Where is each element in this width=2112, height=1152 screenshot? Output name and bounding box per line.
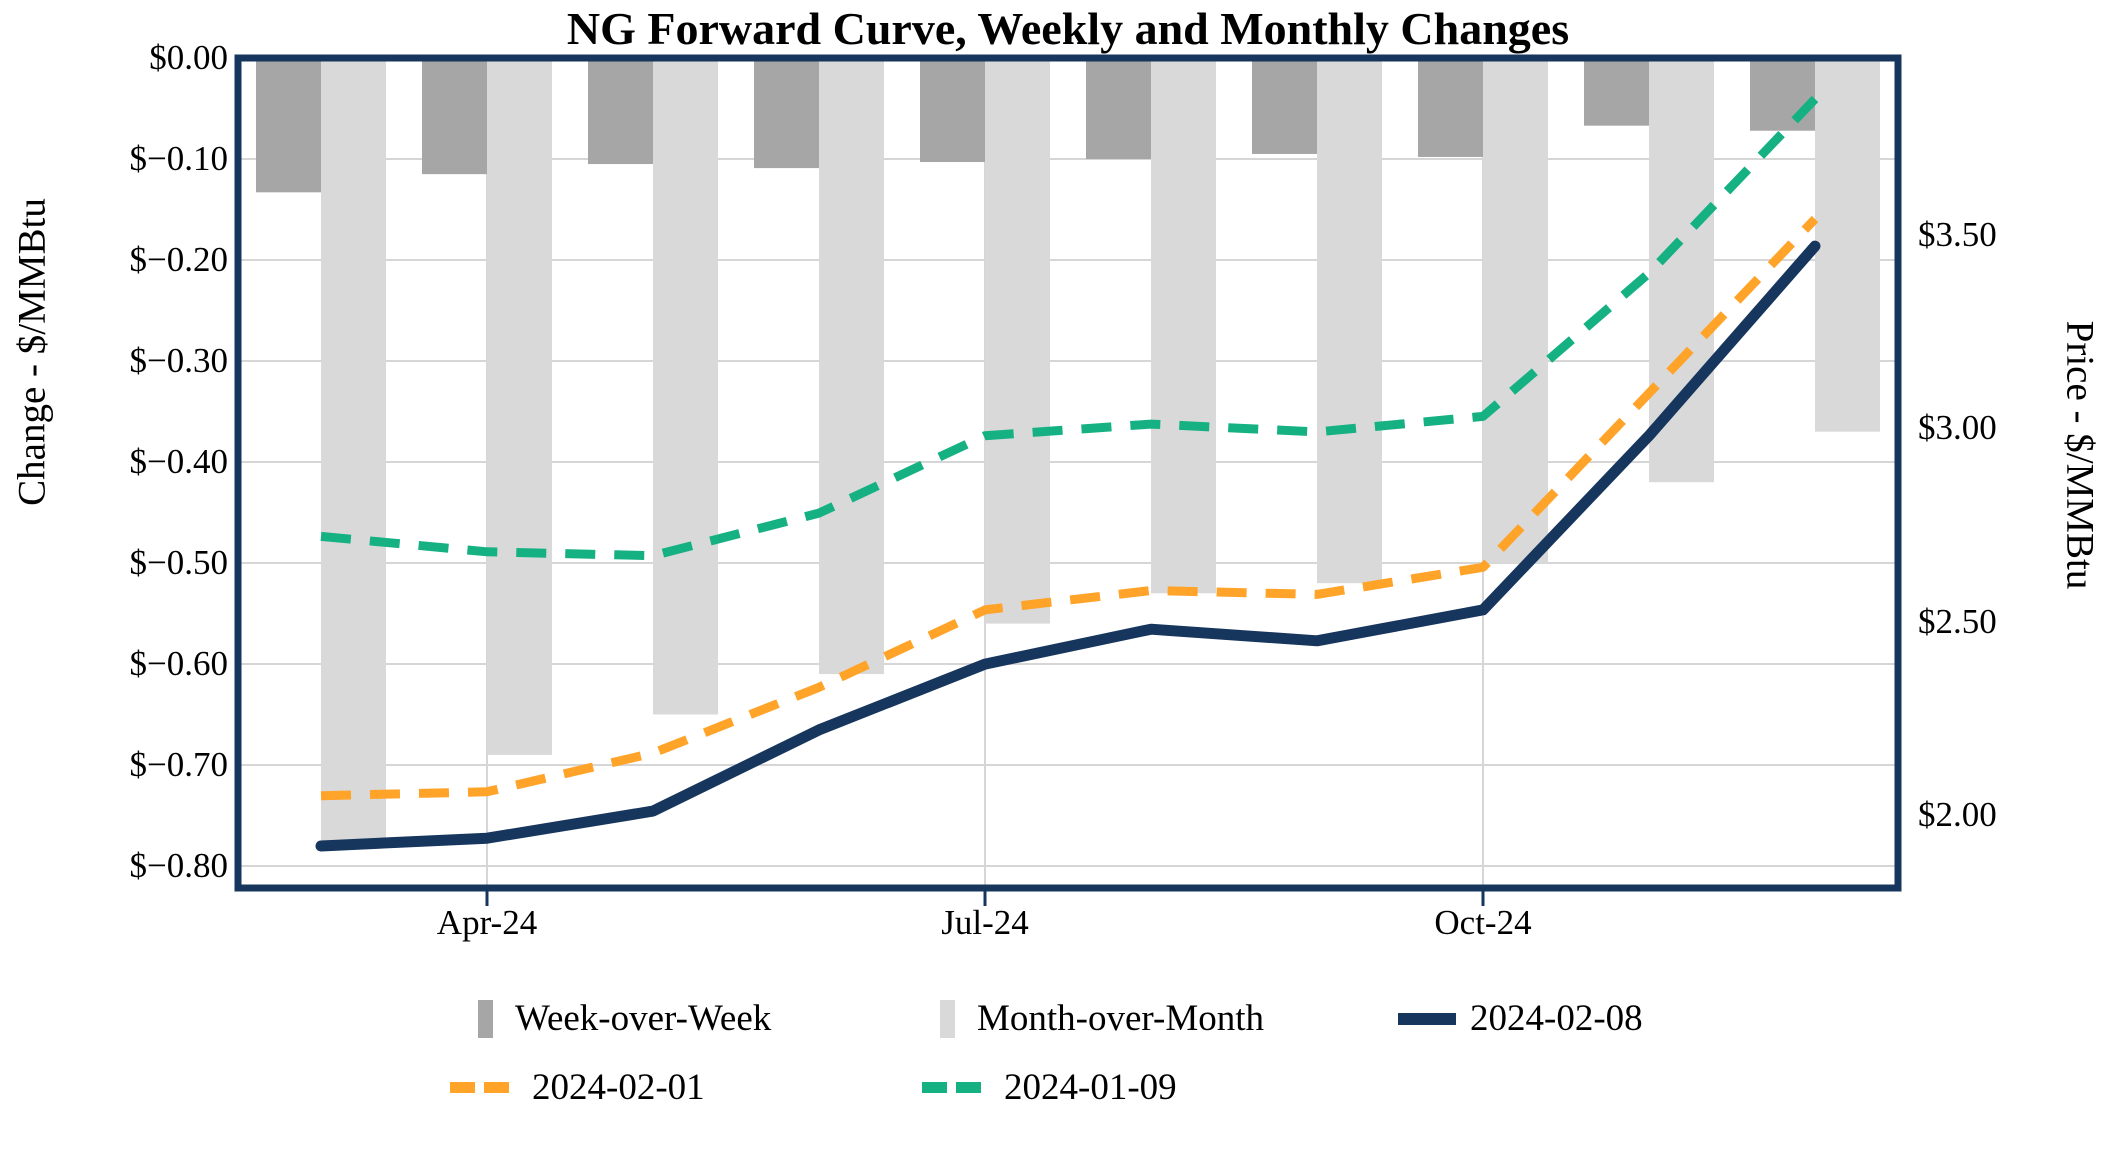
price-line-2024-02-08 xyxy=(315,240,1821,852)
week-over-week-bar xyxy=(754,58,819,169)
left-axis-tick-label: $−0.70 xyxy=(129,745,229,784)
right-axis-tick-label: $3.50 xyxy=(1918,214,1997,254)
left-axis-tick-label: $−0.60 xyxy=(129,644,229,683)
left-axis-tick-label: $−0.80 xyxy=(129,846,229,885)
right-axis-tick-label: $3.00 xyxy=(1918,408,1997,447)
green-dash-swatch xyxy=(922,1082,990,1093)
month-over-month-bar xyxy=(819,58,884,675)
price-line-2024-01-09 xyxy=(320,95,1819,561)
week-over-week-swatch xyxy=(478,999,493,1038)
month-over-month-bar xyxy=(653,58,718,715)
legend-item-week-over-week: Week-over-Week xyxy=(478,997,771,1040)
legend-item-2024-01-09: 2024-01-09 xyxy=(922,1066,1177,1109)
week-over-week-bar xyxy=(1418,58,1483,157)
legend-label: Month-over-Month xyxy=(977,998,1265,1039)
right-axis-title: Price - $/MMBtu xyxy=(2058,320,2102,590)
left-axis-tick-label: $−0.50 xyxy=(129,543,229,582)
week-over-week-bar xyxy=(1750,58,1815,131)
x-axis-tick-label: Jul-24 xyxy=(941,903,1029,942)
x-axis-tick-label: Apr-24 xyxy=(436,903,538,942)
left-axis-tick-label: $−0.30 xyxy=(129,341,229,380)
left-axis-tick-label: $−0.10 xyxy=(129,139,229,178)
month-over-month-bar xyxy=(1151,58,1216,594)
legend-item-2024-02-08: 2024-02-08 xyxy=(1398,997,1643,1040)
left-axis-title: Change - $/MMBtu xyxy=(10,198,54,506)
week-over-week-bar xyxy=(1086,58,1151,159)
legend-item-2024-02-01: 2024-02-01 xyxy=(450,1066,705,1109)
left-axis-tick-label: $−0.20 xyxy=(129,240,229,279)
month-over-month-bar xyxy=(1483,58,1548,563)
legend-label: 2024-02-01 xyxy=(532,1067,705,1108)
right-axis-tick-label: $2.00 xyxy=(1918,795,1997,834)
week-over-week-bar xyxy=(920,58,985,163)
solid-line-swatch xyxy=(1398,1012,1456,1025)
month-over-month-bar xyxy=(1649,58,1714,483)
week-over-week-bar xyxy=(1252,58,1317,154)
month-over-month-bar xyxy=(1317,58,1382,584)
right-axis-tick-label: $2.50 xyxy=(1918,601,1997,641)
legend-label: 2024-01-09 xyxy=(1004,1067,1177,1108)
left-axis-tick-label: $0.00 xyxy=(149,38,228,77)
month-over-month-bar xyxy=(321,58,386,846)
legend-label: 2024-02-08 xyxy=(1470,998,1643,1039)
month-over-month-bar xyxy=(1815,58,1880,432)
chart-title: NG Forward Curve, Weekly and Monthly Cha… xyxy=(566,3,1570,54)
left-axis-tick-label: $−0.40 xyxy=(129,442,229,481)
week-over-week-bar xyxy=(256,58,321,193)
week-over-week-bar xyxy=(588,58,653,165)
legend-item-month-over-month: Month-over-Month xyxy=(940,997,1264,1040)
week-over-week-bar xyxy=(422,58,487,175)
month-over-month-bar xyxy=(985,58,1050,624)
week-over-week-bar xyxy=(1584,58,1649,126)
legend-label: Week-over-Week xyxy=(515,998,772,1039)
price-line-2024-02-01 xyxy=(320,215,1819,801)
month-over-month-swatch xyxy=(940,999,955,1038)
month-over-month-bar xyxy=(487,58,552,755)
x-axis-tick-label: Oct-24 xyxy=(1434,903,1532,942)
orange-dash-swatch xyxy=(450,1082,518,1093)
plot-border xyxy=(234,54,1902,892)
